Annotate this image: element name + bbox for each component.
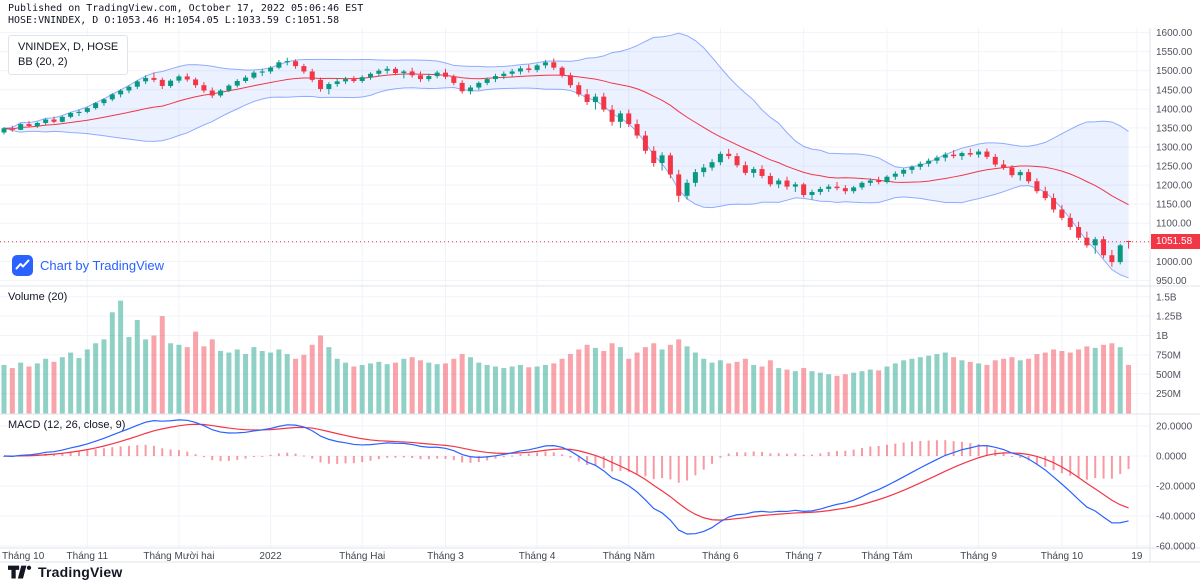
time-axis-label: Tháng Năm [603,551,655,562]
price-axis-label: 1300.00 [1156,142,1193,153]
time-axis: Tháng 10 Tháng 11 Tháng Mười hai 2022 Tháng … [2,551,1143,562]
published-line: Published on TradingView.com, October 17… [8,3,364,14]
volume-axis-label: 1.5B [1156,292,1177,303]
macd-axis-label: 0.0000 [1156,452,1187,463]
volume-axis-label: 500M [1156,370,1181,381]
volume-axis-label: 1.25B [1156,312,1182,323]
price-axis-label: 1500.00 [1156,66,1193,77]
footer-brand-label: TradingView [38,564,123,580]
price-axis-label: 1600.00 [1156,28,1193,39]
watermark-label: Chart by TradingView [40,258,165,273]
main-chart-legend: VNINDEX, D, HOSE BB (20, 2) [8,35,129,75]
macd-plot [3,419,1130,535]
time-axis-label: Tháng Hai [339,551,385,562]
volume-legend: Volume (20) [8,291,68,303]
grid-lines [0,28,1150,548]
footer-brand-link[interactable]: TradingView [8,564,122,580]
time-axis-label: Tháng Tám [862,551,913,562]
publish-header: Published on TradingView.com, October 17… [8,3,363,27]
price-axis-label: 1150.00 [1156,200,1192,211]
time-axis-label: Tháng 9 [960,551,997,562]
price-axis-label: 1100.00 [1156,219,1192,230]
bollinger-band [3,32,1129,279]
macd-axis-label: -60.0000 [1156,542,1196,553]
price-axis-label: 1250.00 [1156,162,1193,173]
time-axis-label: Tháng 10 [1041,551,1084,562]
time-axis-label: Tháng Mười hai [143,551,214,562]
macd-axis-label: 20.0000 [1156,422,1193,433]
tradingview-tv-logo-icon [8,565,32,578]
time-axis-label: 19 [1131,551,1143,562]
tradingview-watermark-link[interactable]: Chart by TradingView [12,255,164,276]
panel-dividers [0,28,1200,563]
volume-bars [1,300,1132,414]
time-axis-label: Tháng 7 [785,551,822,562]
volume-axis-label: 1B [1156,331,1169,342]
candlesticks [1,57,1132,267]
macd-legend: MACD (12, 26, close, 9) [8,419,126,431]
price-axis-label: 1450.00 [1156,85,1193,96]
time-axis-label: Tháng 6 [702,551,739,562]
price-axis-label: 1550.00 [1156,47,1193,58]
price-axis-label: 950.00 [1156,276,1187,287]
price-axis-label: 1400.00 [1156,104,1193,115]
time-axis-label: Tháng 11 [67,551,109,562]
volume-axis-label: 250M [1156,389,1181,400]
price-axis-label: 1000.00 [1156,257,1193,268]
tradingview-blue-logo-icon [12,255,33,276]
time-axis-label: 2022 [259,551,282,562]
macd-axis-label: -40.0000 [1156,512,1196,523]
last-price-badge: 1051.58 [1151,234,1200,250]
volume-axis-label: 750M [1156,350,1181,361]
time-axis-label: Tháng 10 [2,551,45,562]
price-axis-label: 1350.00 [1156,123,1193,134]
time-axis-label: Tháng 3 [427,551,464,562]
bollinger-legend: BB (20, 2) [18,56,68,68]
symbol-title: VNINDEX, D, HOSE [18,41,119,53]
right-price-axis: 1600.00 1550.00 1500.00 1450.00 1400.00 1350.… [1156,28,1196,552]
time-axis-label: Tháng 4 [519,551,556,562]
symbol-ohlc-line: HOSE:VNINDEX, D O:1053.46 H:1054.05 L:10… [8,15,340,26]
price-axis-label: 1200.00 [1156,181,1193,192]
macd-axis-label: -20.0000 [1156,482,1196,493]
